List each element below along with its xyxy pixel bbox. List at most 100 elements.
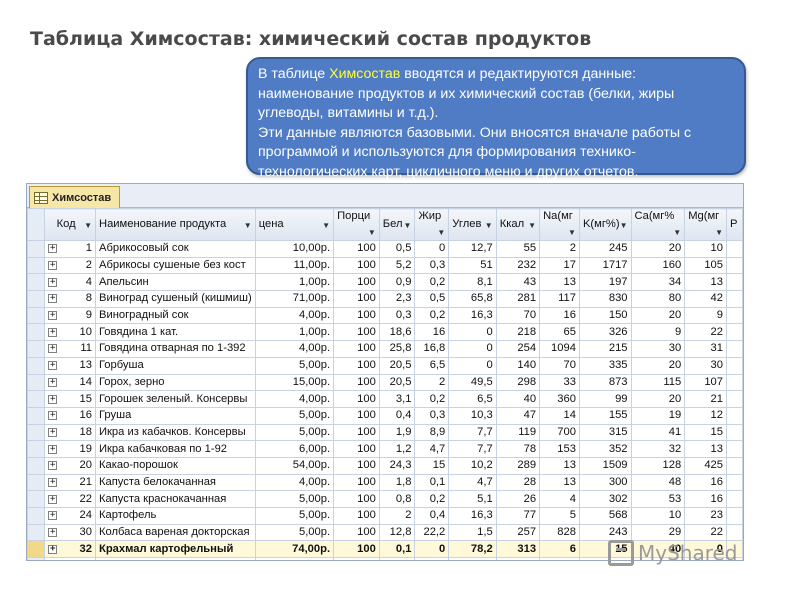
table-cell[interactable]: 352 (578, 440, 632, 458)
table-cell[interactable]: 568 (578, 507, 632, 525)
table-cell[interactable]: 700 (539, 423, 580, 442)
table-cell[interactable]: 5,00р. (254, 356, 335, 375)
table-cell[interactable]: 100 (333, 256, 380, 275)
table-cell[interactable]: 100 (333, 323, 380, 342)
table-cell[interactable]: 100 (333, 306, 380, 325)
table-cell[interactable]: 6,5 (448, 390, 497, 408)
table-cell[interactable]: 1,5 (448, 523, 497, 542)
table-cell[interactable] (726, 540, 743, 559)
expand-subdatasheet-icon[interactable]: + (48, 493, 58, 504)
table-cell[interactable]: 16,3 (448, 507, 497, 525)
table-cell[interactable]: 100 (333, 540, 380, 559)
table-cell[interactable]: 12,8 (378, 523, 416, 542)
table-cell[interactable]: 20 (630, 240, 686, 258)
table-cell[interactable]: +4 (44, 273, 96, 292)
table-cell[interactable]: 54,00р. (254, 456, 335, 475)
table-cell[interactable]: 5,00р. (254, 490, 335, 508)
expand-subdatasheet-icon[interactable]: + (48, 426, 58, 437)
table-cell[interactable]: +14 (44, 373, 96, 392)
table-cell[interactable]: 100 (333, 507, 380, 525)
table-cell[interactable]: 20 (630, 356, 686, 375)
table-cell[interactable]: Колбаса вареная докторская (94, 523, 256, 542)
table-cell[interactable]: +30 (44, 523, 96, 542)
table-cell[interactable]: 0,3 (414, 256, 450, 275)
table-cell[interactable]: 10,00р. (254, 240, 335, 258)
table-cell[interactable]: 0,2 (414, 273, 450, 292)
table-cell[interactable] (726, 373, 743, 392)
table-cell[interactable]: 100 (333, 523, 380, 542)
row-selector[interactable] (27, 423, 46, 442)
table-cell[interactable]: +33 (44, 557, 96, 560)
table-cell[interactable]: 100 (333, 440, 380, 458)
table-cell[interactable]: 326 (578, 323, 632, 342)
table-cell[interactable]: 16 (684, 473, 727, 492)
expand-subdatasheet-icon[interactable]: + (48, 476, 58, 487)
expand-subdatasheet-icon[interactable]: + (48, 360, 58, 371)
table-cell[interactable]: 22,2 (414, 523, 450, 542)
table-cell[interactable]: 1,8 (378, 473, 416, 492)
table-cell[interactable]: 16,8 (414, 340, 450, 358)
table-cell[interactable]: Груша (94, 406, 256, 425)
table-cell[interactable]: 29 (630, 523, 686, 542)
filter-dropdown-icon[interactable]: ▼ (484, 220, 493, 230)
table-cell[interactable]: 65,8 (448, 290, 497, 308)
table-cell[interactable]: 12 (684, 406, 727, 425)
table-cell[interactable] (726, 456, 743, 475)
table-row[interactable]: +30 Колбаса вареная докторская 5,00р. 100 12… (27, 523, 743, 542)
table-cell[interactable]: 1,2 (378, 440, 416, 458)
table-cell[interactable]: 10 (630, 507, 686, 525)
table-cell[interactable]: 5,00р. (254, 423, 335, 442)
table-cell[interactable]: 0,8 (378, 490, 416, 508)
table-cell[interactable]: 100 (333, 356, 380, 375)
column-header[interactable]: Ккал ▼ (495, 208, 541, 241)
row-selector[interactable] (27, 540, 46, 559)
table-cell[interactable]: 100 (333, 240, 380, 258)
table-cell[interactable]: +9 (44, 306, 96, 325)
table-cell[interactable]: 22 (684, 523, 727, 542)
table-cell[interactable]: 20 (630, 390, 686, 408)
table-cell[interactable]: Картофель (94, 507, 256, 525)
table-cell[interactable]: 128 (630, 456, 686, 475)
table-cell[interactable]: Капуста краснокачанная (94, 490, 256, 508)
table-cell[interactable]: 22 (684, 323, 727, 342)
table-cell[interactable]: 0 (448, 340, 497, 358)
table-cell[interactable]: Горошек зеленый. Консервы (94, 390, 256, 408)
expand-subdatasheet-icon[interactable]: + (48, 393, 58, 404)
table-cell[interactable]: 119 (495, 423, 541, 442)
table-cell[interactable]: 13 (684, 273, 727, 292)
table-cell[interactable]: 1,00р. (254, 273, 335, 292)
table-cell[interactable]: 47 (495, 406, 541, 425)
row-selector[interactable] (27, 373, 46, 392)
filter-dropdown-icon[interactable]: ▼ (619, 220, 628, 230)
table-cell[interactable]: Апельсин (94, 273, 256, 292)
row-selector[interactable] (27, 490, 46, 508)
table-cell[interactable]: 16,3 (448, 306, 497, 325)
table-row[interactable]: +9 Виноградный сок 4,00р. 100 0,3 0,2 16,3 70 16… (27, 306, 743, 325)
table-cell[interactable] (726, 523, 743, 542)
table-cell[interactable]: 0,1 (378, 540, 416, 559)
table-cell[interactable]: 4 (539, 490, 580, 508)
table-cell[interactable]: 55 (495, 240, 541, 258)
table-cell[interactable]: 0,4 (378, 406, 416, 425)
table-cell[interactable]: 254 (495, 340, 541, 358)
table-cell[interactable]: 11,00р. (254, 256, 335, 275)
table-cell[interactable]: 77 (495, 507, 541, 525)
filter-dropdown-icon[interactable]: ▼ (322, 220, 331, 230)
table-cell[interactable] (726, 507, 743, 525)
filter-dropdown-icon[interactable]: ▼ (84, 220, 92, 230)
row-selector[interactable] (27, 356, 46, 375)
table-cell[interactable]: 21 (684, 390, 727, 408)
table-cell[interactable]: 80 (630, 290, 686, 308)
table-cell[interactable]: 13 (539, 456, 580, 475)
table-cell[interactable]: 281 (495, 290, 541, 308)
table-cell[interactable] (726, 440, 743, 458)
table-cell[interactable]: 0,2 (414, 306, 450, 325)
table-cell[interactable]: 20,5 (378, 356, 416, 375)
table-cell[interactable]: Горох, зерно (94, 373, 256, 392)
table-row[interactable]: +22 Капуста краснокачанная 5,00р. 100 0,8 0,2… (27, 490, 743, 508)
table-cell[interactable]: Икра кабачковая по 1-92 (94, 440, 256, 458)
table-cell[interactable]: 70,6 (448, 557, 497, 560)
table-cell[interactable]: 4,00р. (254, 340, 335, 358)
table-cell[interactable]: 117 (539, 290, 580, 308)
table-cell[interactable] (726, 406, 743, 425)
